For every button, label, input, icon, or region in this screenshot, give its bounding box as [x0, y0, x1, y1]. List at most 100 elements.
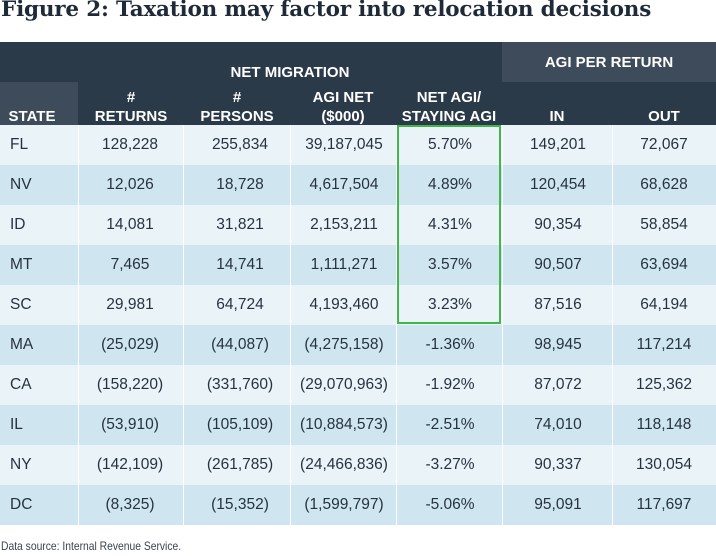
cell-net-agi-ratio: -1.92% [425, 376, 475, 393]
header-out: OUT [648, 108, 680, 125]
column-separator [78, 485, 79, 525]
column-separator [396, 125, 397, 165]
highlight-box [397, 125, 501, 324]
column-separator [396, 245, 397, 285]
column-separator [502, 205, 503, 245]
table-row: ID 14,081 31,821 2,153,211 4.31% 90,354 58,854 [0, 205, 716, 245]
header-agi-net-line2: ($000) [321, 108, 365, 125]
cell-agi-net: 4,617,504 [309, 176, 379, 193]
cell-agi-net: 2,153,211 [310, 216, 378, 233]
column-separator [612, 205, 613, 245]
column-separator [183, 245, 184, 285]
column-separator [183, 285, 184, 325]
column-separator [290, 485, 291, 525]
state-header-cell [0, 82, 78, 125]
cell-persons: 255,834 [211, 136, 269, 153]
cell-state: CA [10, 376, 32, 393]
column-separator [612, 485, 613, 525]
table-row: NV 12,026 18,728 4,617,504 4.89% 120,454 68,62… [0, 165, 716, 205]
cell-in: 90,507 [534, 256, 582, 273]
header-persons-line2: PERSONS [200, 108, 274, 125]
header-net-migration: NET MIGRATION [230, 64, 350, 81]
table-row: MA (25,029) (44,087) (4,275,158) -1.36% 98,94… [0, 325, 716, 365]
column-separator [183, 445, 184, 485]
column-separator [78, 205, 79, 245]
table-row: MT 7,465 14,741 1,111,271 3.57% 90,507 63,694 [0, 245, 716, 285]
column-separator [78, 325, 79, 365]
cell-returns: (158,220) [96, 376, 164, 393]
cell-state: DC [10, 496, 33, 513]
column-separator [612, 125, 613, 165]
cell-returns: 12,026 [106, 176, 154, 193]
table-row: SC 29,981 64,724 4,193,460 3.23% 87,516 64,194 [0, 285, 716, 325]
cell-net-agi-ratio: -5.06% [425, 496, 475, 513]
header-persons-line1: # [232, 89, 242, 106]
cell-in: 98,945 [534, 336, 582, 353]
cell-agi-net: (29,070,963) [300, 376, 388, 393]
column-separator [183, 205, 184, 245]
table-row: CA (158,220) (331,760) (29,070,963) -1.92% 87… [0, 365, 716, 405]
cell-net-agi-ratio: 4.89% [428, 176, 472, 193]
cell-state: NV [10, 176, 32, 193]
table-row: IL (53,910) (105,109) (10,884,573) -2.51% 74,… [0, 405, 716, 445]
cell-net-agi-ratio: -3.27% [425, 456, 475, 473]
column-separator [396, 205, 397, 245]
cell-out: 58,854 [640, 216, 688, 233]
cell-out: 125,362 [635, 376, 693, 393]
column-separator [78, 165, 79, 205]
column-separator [612, 325, 613, 365]
cell-returns: 14,081 [106, 216, 154, 233]
cell-agi-net: 1,111,271 [310, 256, 378, 273]
cell-net-agi-ratio: -1.36% [425, 336, 475, 353]
header-in: IN [549, 108, 565, 125]
cell-persons: (105,109) [206, 416, 274, 433]
header-returns-line2: RETURNS [94, 108, 168, 125]
column-separator [502, 365, 503, 405]
column-separator [396, 165, 397, 205]
column-separator [183, 125, 184, 165]
cell-in: 87,516 [534, 296, 582, 313]
cell-agi-net: 39,187,045 [305, 136, 383, 153]
table-row: NY (142,109) (261,785) (24,466,836) -3.27% 90… [0, 445, 716, 485]
column-separator [290, 205, 291, 245]
cell-in: 74,010 [534, 416, 582, 433]
column-separator [78, 245, 79, 285]
agi-per-return-header-cell [502, 42, 716, 82]
column-separator [78, 125, 79, 165]
cell-out: 118,148 [636, 416, 692, 433]
column-separator [78, 285, 79, 325]
cell-returns: (142,109) [96, 456, 164, 473]
cell-state: MA [10, 336, 34, 353]
column-separator [396, 285, 397, 325]
table-row: FL 128,228 255,834 39,187,045 5.70% 149,201 72… [0, 125, 716, 165]
header-returns-line1: # [126, 89, 136, 106]
column-separator [396, 325, 397, 365]
column-separator [183, 325, 184, 365]
cell-state: ID [10, 216, 26, 233]
column-separator [396, 485, 397, 525]
column-separator [502, 445, 503, 485]
column-separator [502, 285, 503, 325]
column-separator [612, 365, 613, 405]
header-net-agi-line1: NET AGI/ [416, 89, 482, 106]
cell-agi-net: (1,599,797) [304, 496, 384, 513]
cell-persons: 14,741 [216, 256, 264, 273]
cell-net-agi-ratio: -2.51% [425, 416, 475, 433]
column-separator [290, 125, 291, 165]
column-separator [183, 165, 184, 205]
column-separator [396, 445, 397, 485]
column-separator [502, 165, 503, 205]
column-separator [183, 405, 184, 445]
cell-out: 72,067 [640, 136, 688, 153]
cell-persons: (15,352) [211, 496, 269, 513]
cell-out: 117,697 [636, 496, 692, 513]
cell-state: NY [10, 456, 32, 473]
cell-returns: 128,228 [101, 136, 159, 153]
column-separator [502, 405, 503, 445]
column-separator [78, 445, 79, 485]
column-separator [290, 405, 291, 445]
cell-in: 90,354 [534, 216, 582, 233]
cell-agi-net: (24,466,836) [300, 456, 388, 473]
cell-persons: (261,785) [206, 456, 274, 473]
data-source-note: Data source: Internal Revenue Service. [1, 539, 182, 553]
